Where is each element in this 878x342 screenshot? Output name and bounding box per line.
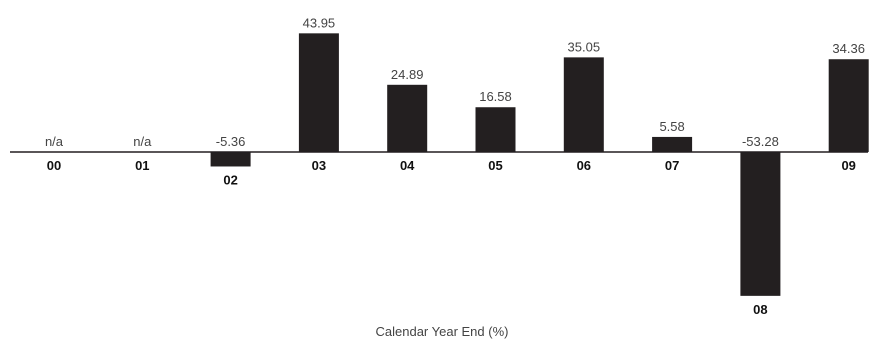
value-label-06: 35.05 xyxy=(568,39,601,54)
value-label-02: -5.36 xyxy=(216,134,246,149)
value-label-04: 24.89 xyxy=(391,67,424,82)
bars-group xyxy=(210,33,869,296)
value-label-01: n/a xyxy=(133,134,152,149)
value-label-08: -53.28 xyxy=(742,134,779,149)
category-label-00: 00 xyxy=(47,158,61,173)
value-label-05: 16.58 xyxy=(479,89,512,104)
bar-04 xyxy=(387,84,428,152)
value-label-07: 5.58 xyxy=(659,119,684,134)
value-labels-group: n/a n/a -5.36 43.95 24.89 16.58 35.05 5.58 -53.2… xyxy=(45,15,865,149)
bar-06 xyxy=(563,57,604,152)
value-label-03: 43.95 xyxy=(303,15,336,30)
category-label-08: 08 xyxy=(753,302,767,317)
bar-02 xyxy=(210,152,251,167)
category-label-03: 03 xyxy=(312,158,326,173)
bar-07 xyxy=(652,136,693,152)
value-label-09: 34.36 xyxy=(832,41,865,56)
category-label-04: 04 xyxy=(400,158,415,173)
category-label-06: 06 xyxy=(577,158,591,173)
bar-03 xyxy=(298,33,339,152)
bar-08 xyxy=(740,152,781,296)
category-label-09: 09 xyxy=(841,158,855,173)
value-label-00: n/a xyxy=(45,134,64,149)
category-labels-group: 00 01 02 03 04 05 06 07 08 09 xyxy=(47,158,856,317)
x-axis-label: Calendar Year End (%) xyxy=(376,324,509,339)
bar-09 xyxy=(828,59,869,153)
category-label-02: 02 xyxy=(223,172,237,187)
category-label-05: 05 xyxy=(488,158,502,173)
bar-05 xyxy=(475,107,516,152)
category-label-01: 01 xyxy=(135,158,149,173)
category-label-07: 07 xyxy=(665,158,679,173)
